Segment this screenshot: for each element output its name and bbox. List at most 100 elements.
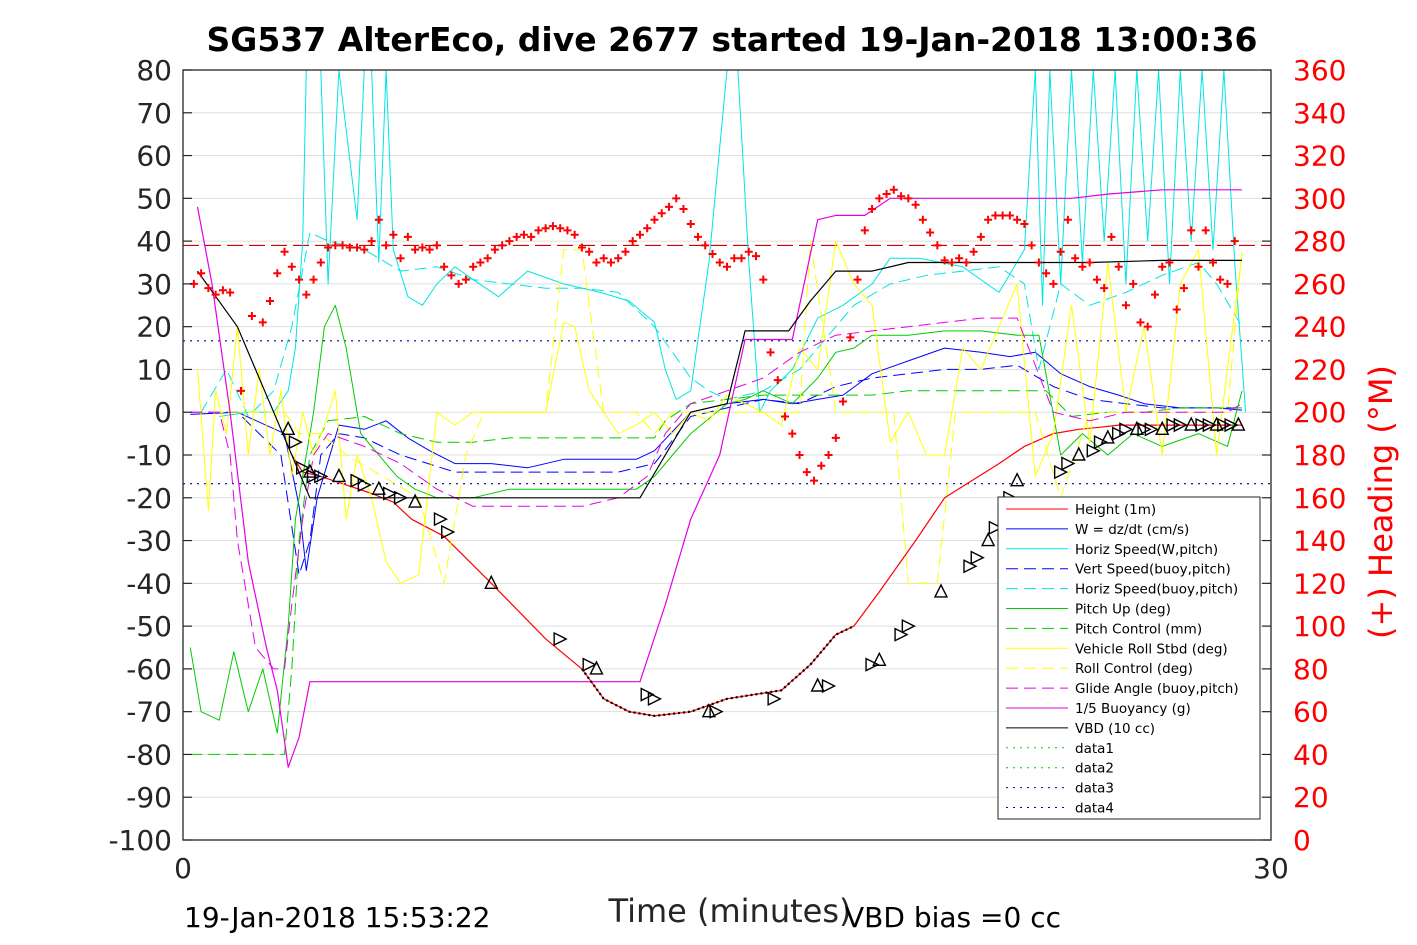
heading-marker	[1223, 279, 1232, 288]
heading-marker	[396, 254, 405, 263]
heading-marker	[266, 297, 275, 305]
triangle-markers	[281, 416, 1246, 719]
triangle-marker	[1209, 416, 1224, 431]
heading-marker	[868, 205, 877, 214]
heading-marker	[367, 237, 376, 246]
heading-marker	[273, 269, 282, 278]
heading-marker	[723, 262, 731, 271]
heading-marker	[563, 226, 572, 235]
legend: Height (1m) W = dz/dt (cm/s) Horiz Speed(W…	[997, 496, 1261, 820]
heading-marker	[701, 241, 710, 250]
triangle-marker	[1166, 417, 1181, 433]
heading-marker	[585, 247, 594, 256]
heading-marker	[1027, 241, 1036, 250]
triangle-marker	[1071, 446, 1086, 461]
triangle-marker	[393, 490, 409, 505]
heading-marker	[360, 245, 369, 254]
heading-marker	[469, 262, 478, 271]
heading-marker	[374, 215, 383, 224]
triangle-marker	[357, 477, 372, 493]
heading-marker	[226, 288, 235, 297]
chart-title: SG537 AlterEco, dive 2677 started 19-Jan…	[206, 20, 1257, 59]
heading-marker	[773, 376, 782, 385]
triangle-marker	[933, 583, 949, 598]
heading-marker	[1136, 318, 1145, 327]
triangle-marker	[433, 512, 449, 527]
y-tick-label: -20	[126, 482, 172, 515]
heading-marker	[519, 230, 528, 239]
heading-marker	[237, 386, 246, 395]
y2-tick-label: 220	[1293, 353, 1346, 386]
heading-marker	[403, 232, 412, 241]
legend-label: data3	[1075, 781, 1114, 797]
heading-marker	[715, 258, 724, 267]
heading-marker	[1042, 269, 1051, 278]
y-axis-left: 80 70 60 50 40 30 20 10 0 -10 -20 -30 -40 -50 -60 -70 -8…	[108, 54, 192, 857]
heading-marker	[976, 232, 985, 241]
heading-marker	[955, 254, 964, 263]
heading-marker	[831, 433, 840, 442]
series-line-vehicle_roll	[197, 240, 1243, 584]
heading-marker	[708, 249, 717, 258]
y-tick-label: -80	[126, 738, 172, 771]
heading-marker	[802, 468, 811, 477]
heading-marker	[309, 275, 318, 284]
triangle-marker	[1173, 417, 1188, 433]
y-tick-label: 20	[136, 311, 172, 344]
y2-tick-label: 180	[1293, 439, 1346, 472]
legend-label: data1	[1075, 741, 1114, 757]
triangle-marker	[970, 550, 985, 565]
footer-timestamp: 19-Jan-2018 15:53:22	[184, 901, 490, 934]
heading-marker	[672, 194, 681, 203]
heading-marker	[324, 243, 333, 252]
heading-marker	[287, 262, 296, 271]
heading-marker	[247, 311, 256, 320]
y-tick-label: 30	[136, 268, 172, 301]
heading-marker	[1114, 262, 1123, 271]
heading-marker	[817, 461, 826, 470]
y-tick-label: 70	[136, 97, 172, 130]
heading-marker	[295, 275, 304, 284]
heading-marker	[461, 275, 470, 284]
heading-marker	[592, 258, 601, 267]
heading-marker	[657, 209, 666, 218]
triangle-marker	[350, 473, 365, 488]
legend-label: 1/5 Buoyancy (g)	[1075, 701, 1191, 717]
heading-marker	[338, 241, 347, 250]
y2-tick-label: 80	[1293, 653, 1329, 686]
heading-marker	[1179, 284, 1188, 293]
y2-tick-label: 40	[1293, 738, 1329, 771]
heading-marker	[316, 258, 325, 267]
heading-marker	[1129, 279, 1138, 288]
series-line-horiz_speed_buoy	[200, 232, 1243, 417]
triangle-marker	[1061, 456, 1076, 471]
legend-label: Vert Speed(buoy,pitch)	[1075, 562, 1231, 578]
triangle-marker	[988, 520, 1003, 535]
legend-label: VBD (10 cc)	[1075, 721, 1155, 737]
triangle-marker	[281, 420, 296, 436]
heading-marker	[918, 215, 927, 224]
y-tick-label: -10	[126, 439, 172, 472]
y2-tick-label: 120	[1293, 567, 1346, 600]
heading-marker	[1194, 262, 1203, 271]
heading-marker	[650, 215, 659, 224]
heading-marker	[548, 222, 557, 231]
y-tick-label: -30	[126, 525, 172, 558]
heading-marker	[258, 318, 267, 327]
heading-marker	[1013, 215, 1022, 224]
triangle-marker	[872, 651, 887, 667]
heading-marker	[969, 247, 978, 256]
heading-marker	[1158, 262, 1167, 271]
heading-marker	[998, 211, 1007, 220]
heading-marker	[693, 232, 702, 241]
heading-marker	[1034, 258, 1043, 267]
triangle-marker	[331, 467, 347, 483]
heading-markers	[189, 185, 1239, 485]
heading-marker	[505, 237, 514, 246]
triangle-marker	[1129, 420, 1144, 436]
y2-axis-label: (+) Heading (°M)	[1362, 365, 1400, 639]
y2-tick-label: 240	[1293, 311, 1346, 344]
heading-marker	[846, 333, 855, 342]
triangle-marker	[1224, 417, 1239, 433]
triangle-marker	[1217, 417, 1232, 433]
